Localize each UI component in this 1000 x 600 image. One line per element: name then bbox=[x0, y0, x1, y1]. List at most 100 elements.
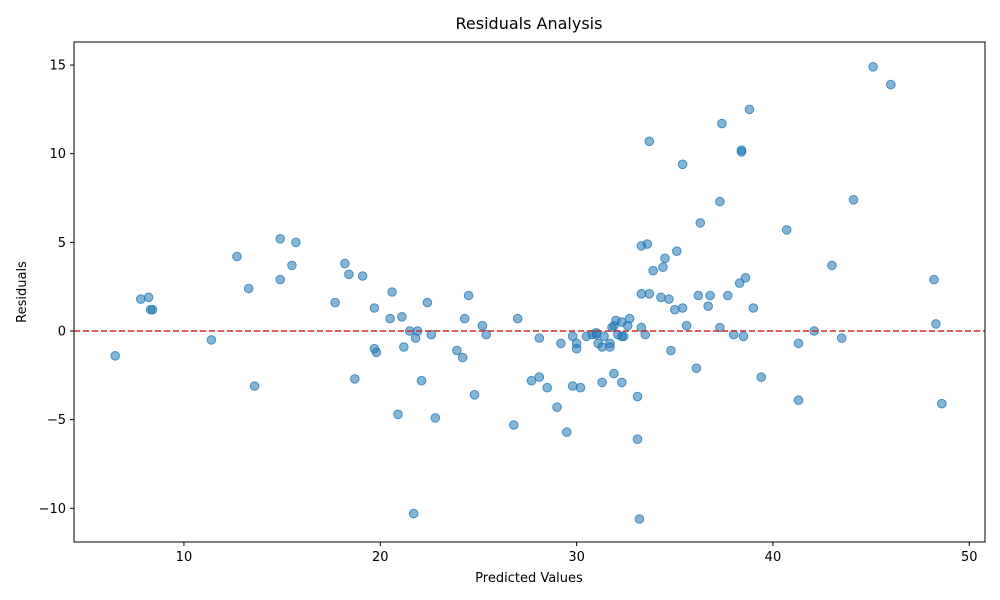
data-point-124 bbox=[929, 274, 939, 285]
data-point-24 bbox=[397, 312, 407, 322]
data-point-76 bbox=[632, 391, 643, 402]
data-point-58 bbox=[591, 328, 602, 338]
data-point-71 bbox=[617, 377, 627, 388]
data-point-47 bbox=[552, 402, 562, 413]
data-point-41 bbox=[509, 420, 519, 430]
data-point-12 bbox=[291, 237, 301, 248]
data-point-121 bbox=[848, 195, 859, 205]
data-point-100 bbox=[703, 301, 714, 312]
data-point-18 bbox=[369, 303, 380, 313]
data-point-40 bbox=[481, 329, 492, 340]
data-point-126 bbox=[937, 398, 947, 409]
y-tick-label: 5 bbox=[58, 236, 66, 251]
data-point-39 bbox=[477, 320, 488, 331]
data-point-34 bbox=[452, 345, 462, 356]
data-point-120 bbox=[836, 333, 847, 343]
data-point-30 bbox=[416, 375, 427, 386]
x-tick-label: 10 bbox=[176, 550, 193, 565]
data-point-11 bbox=[287, 260, 297, 271]
data-point-53 bbox=[571, 343, 582, 354]
data-point-60 bbox=[597, 342, 607, 352]
data-point-98 bbox=[693, 290, 704, 301]
data-point-99 bbox=[695, 218, 706, 228]
data-point-102 bbox=[715, 322, 725, 333]
data-point-73 bbox=[618, 331, 629, 342]
data-point-122 bbox=[868, 62, 878, 72]
y-tick-label: −10 bbox=[39, 502, 66, 517]
data-point-25 bbox=[399, 342, 409, 352]
data-point-87 bbox=[656, 292, 666, 303]
data-point-8 bbox=[249, 381, 260, 391]
data-point-79 bbox=[636, 289, 647, 299]
data-point-50 bbox=[567, 331, 578, 342]
data-point-49 bbox=[562, 427, 572, 437]
y-tick-label: 0 bbox=[58, 325, 66, 340]
data-point-86 bbox=[648, 265, 659, 276]
data-point-103 bbox=[715, 196, 725, 207]
data-point-105 bbox=[723, 290, 733, 301]
data-point-62 bbox=[599, 331, 609, 342]
data-point-22 bbox=[387, 287, 397, 297]
data-point-0 bbox=[110, 351, 120, 361]
data-point-64 bbox=[605, 338, 615, 349]
y-tick-label: 15 bbox=[49, 59, 66, 74]
data-point-84 bbox=[644, 289, 655, 299]
x-tick-label: 50 bbox=[961, 550, 978, 565]
data-point-36 bbox=[459, 313, 470, 324]
data-point-90 bbox=[664, 294, 674, 304]
data-point-4 bbox=[147, 304, 158, 315]
data-point-119 bbox=[827, 260, 837, 271]
data-point-114 bbox=[756, 372, 767, 382]
data-point-17 bbox=[357, 271, 368, 281]
y-axis-title: Residuals bbox=[15, 261, 30, 323]
data-point-45 bbox=[534, 372, 545, 382]
data-point-16 bbox=[350, 374, 360, 384]
data-point-85 bbox=[644, 136, 655, 147]
data-point-33 bbox=[430, 413, 441, 423]
data-point-104 bbox=[717, 118, 727, 129]
data-point-21 bbox=[385, 313, 395, 324]
data-point-15 bbox=[344, 269, 354, 280]
x-tick-label: 30 bbox=[568, 550, 585, 565]
data-point-94 bbox=[677, 303, 688, 313]
x-axis-title: Predicted Values bbox=[475, 571, 583, 586]
data-point-113 bbox=[748, 303, 759, 313]
data-point-97 bbox=[691, 363, 702, 374]
data-point-48 bbox=[556, 338, 566, 349]
data-point-1 bbox=[136, 294, 146, 304]
data-point-75 bbox=[624, 313, 635, 324]
data-point-6 bbox=[232, 251, 242, 262]
data-point-54 bbox=[575, 382, 586, 393]
data-point-95 bbox=[677, 159, 688, 170]
data-point-123 bbox=[886, 79, 896, 90]
data-point-83 bbox=[642, 239, 653, 249]
chart-title: Residuals Analysis bbox=[456, 14, 603, 33]
data-point-37 bbox=[463, 290, 474, 301]
data-point-112 bbox=[744, 104, 755, 115]
data-point-116 bbox=[793, 395, 804, 406]
data-point-93 bbox=[672, 246, 682, 256]
data-point-10 bbox=[275, 274, 286, 285]
data-point-117 bbox=[793, 338, 804, 349]
data-point-111 bbox=[740, 273, 751, 283]
x-tick-label: 40 bbox=[765, 550, 782, 565]
data-point-23 bbox=[393, 409, 403, 420]
data-point-46 bbox=[542, 382, 553, 393]
data-point-92 bbox=[670, 304, 680, 315]
data-point-107 bbox=[734, 278, 745, 288]
data-point-13 bbox=[330, 297, 340, 308]
y-axis-ticks: −10 −5 0 5 10 15 bbox=[39, 59, 74, 517]
data-point-110 bbox=[738, 331, 749, 342]
data-point-2 bbox=[143, 292, 154, 303]
data-point-109 bbox=[736, 145, 747, 155]
data-point-20 bbox=[371, 347, 382, 358]
data-point-88 bbox=[658, 262, 668, 273]
data-point-43 bbox=[526, 375, 537, 386]
data-point-125 bbox=[931, 319, 941, 329]
y-tick-label: 10 bbox=[49, 147, 66, 162]
data-point-61 bbox=[597, 377, 607, 388]
data-point-44 bbox=[534, 333, 545, 343]
axes-frame bbox=[73, 41, 986, 543]
